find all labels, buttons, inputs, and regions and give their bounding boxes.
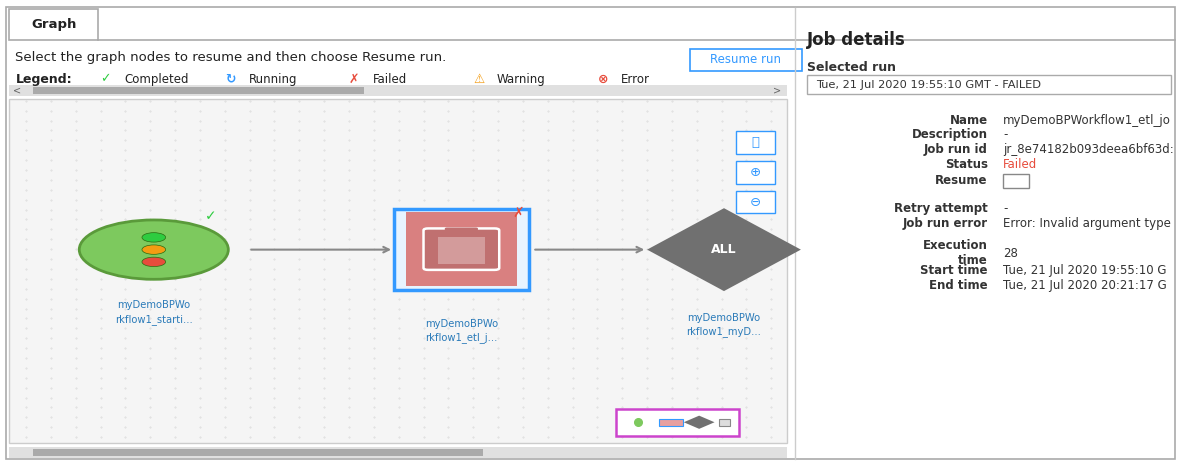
FancyBboxPatch shape [9,99,787,443]
Text: Completed: Completed [124,73,189,86]
Text: ✗: ✗ [512,205,524,219]
Text: Failed: Failed [1003,158,1037,171]
Text: ⊗: ⊗ [597,73,608,86]
Text: myDemoBPWo
rkflow1_starti...: myDemoBPWo rkflow1_starti... [115,300,193,325]
Circle shape [142,233,166,242]
Text: Failed: Failed [373,73,407,86]
FancyBboxPatch shape [9,9,98,40]
FancyBboxPatch shape [9,447,787,458]
FancyBboxPatch shape [736,161,775,184]
Circle shape [142,245,166,254]
FancyBboxPatch shape [6,7,1175,459]
Text: Job details: Job details [807,31,905,49]
Text: 28: 28 [1003,247,1019,260]
Text: <: < [13,85,21,96]
Text: Select the graph nodes to resume and then choose Resume run.: Select the graph nodes to resume and the… [15,51,447,64]
Text: myDemoBPWo
rkflow1_myD...: myDemoBPWo rkflow1_myD... [686,313,762,337]
FancyBboxPatch shape [659,419,683,427]
Text: ⚠: ⚠ [473,73,485,86]
Text: ⊕: ⊕ [750,166,761,179]
Text: Legend:: Legend: [15,73,72,86]
Text: myDemoBPWorkflow1_etl_jo: myDemoBPWorkflow1_etl_jo [1003,114,1171,127]
Text: Job run id: Job run id [924,143,988,156]
Text: Retry attempt: Retry attempt [894,202,988,215]
Text: Resume: Resume [936,174,988,187]
Text: jr_8e74182b093deea6bf63d:: jr_8e74182b093deea6bf63d: [1003,143,1174,156]
FancyBboxPatch shape [736,191,775,213]
Text: Status: Status [945,158,988,171]
FancyBboxPatch shape [424,228,499,270]
Text: Job run error: Job run error [903,217,988,230]
Text: Execution
time: Execution time [923,239,988,268]
Polygon shape [647,208,801,291]
Text: ↻: ↻ [225,73,235,86]
Text: Name: Name [950,114,988,127]
Text: Description: Description [912,128,988,141]
Circle shape [79,220,228,279]
Text: Tue, 21 Jul 2020 19:55:10 G: Tue, 21 Jul 2020 19:55:10 G [1003,264,1166,277]
Text: Start time: Start time [920,264,988,277]
Text: ⛶: ⛶ [751,136,759,149]
Text: Selected run: Selected run [807,61,896,74]
Text: Resume run: Resume run [710,53,781,66]
Text: Tue, 21 Jul 2020 20:21:17 G: Tue, 21 Jul 2020 20:21:17 G [1003,279,1166,292]
FancyBboxPatch shape [438,237,485,264]
Polygon shape [684,416,715,429]
FancyBboxPatch shape [394,209,529,290]
Text: ALL: ALL [711,243,737,256]
FancyBboxPatch shape [690,49,802,71]
FancyBboxPatch shape [9,85,787,96]
FancyBboxPatch shape [33,87,364,94]
Text: Warning: Warning [497,73,545,86]
Text: ✗: ✗ [349,73,360,86]
Text: -: - [1003,128,1008,141]
Circle shape [142,257,166,267]
Text: Error: Invalid argument type: Error: Invalid argument type [1003,217,1171,230]
FancyBboxPatch shape [1003,174,1029,188]
FancyBboxPatch shape [445,227,478,236]
Text: Graph: Graph [32,18,77,31]
FancyBboxPatch shape [736,131,775,154]
Text: Running: Running [248,73,297,86]
Text: ✓: ✓ [101,73,111,86]
Text: Tue, 21 Jul 2020 19:55:10 GMT - FAILED: Tue, 21 Jul 2020 19:55:10 GMT - FAILED [816,80,1041,90]
Text: >: > [772,85,781,96]
Text: End time: End time [929,279,988,292]
Text: ✓: ✓ [205,209,216,223]
FancyBboxPatch shape [719,419,730,427]
Text: Error: Error [621,73,651,86]
Text: myDemoBPWo
rkflow1_etl_j...: myDemoBPWo rkflow1_etl_j... [425,319,498,343]
Text: ⊖: ⊖ [750,195,761,209]
FancyBboxPatch shape [33,449,483,456]
Text: -: - [1003,202,1008,215]
FancyBboxPatch shape [406,212,517,286]
FancyBboxPatch shape [616,409,739,436]
FancyBboxPatch shape [807,75,1171,94]
